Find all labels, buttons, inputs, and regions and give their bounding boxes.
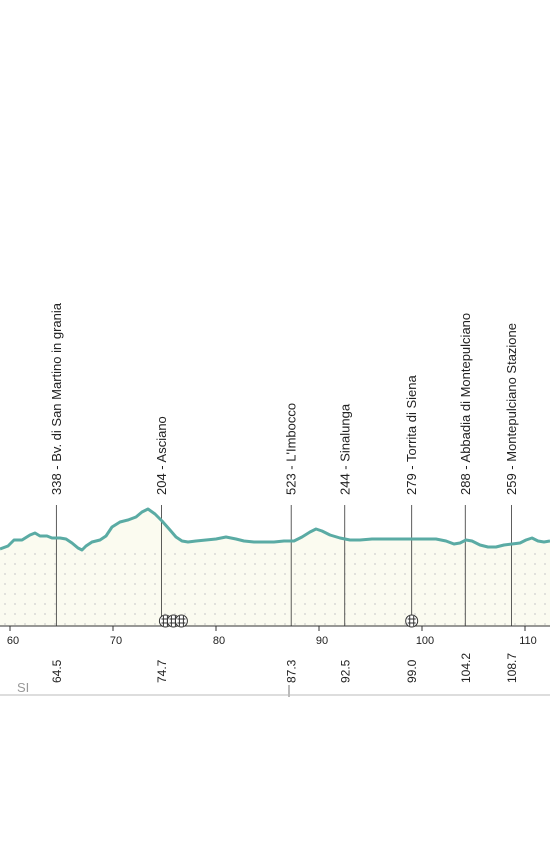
landmark-label: 244 - Sinalunga [337, 403, 352, 495]
landmark-label: 279 - Torrita di Siena [404, 375, 419, 495]
landmark-label: 523 - L'Imbocco [284, 403, 299, 495]
landmark-km: 64.5 [50, 659, 64, 683]
landmark-km: 92.5 [338, 659, 352, 683]
country-code: SI [17, 680, 29, 695]
landmark-km: 99.0 [405, 659, 419, 683]
axis-tick-label: 100 [416, 635, 434, 647]
marker-icons: S [158, 614, 419, 628]
landmark-km: 87.3 [285, 659, 299, 683]
landmark-labels: 338 - Bv. di San Martino in grania 64.5 20… [49, 302, 519, 683]
landmark-label: 288 - Abbadia di Montepulciano [458, 313, 473, 495]
axis-tick-label: 90 [316, 635, 328, 647]
axis-tick-label: 110 [519, 635, 537, 647]
km-axis-ticks: 60708090100110120130140150160 [7, 626, 537, 647]
landmark-label: 204 - Asciano [154, 416, 169, 495]
axis-tick-label: 70 [110, 635, 122, 647]
landmark-km: 108.7 [505, 653, 519, 683]
sterrato-sector-icon [158, 614, 188, 628]
landmark-km: 104.2 [459, 653, 473, 683]
landmark-label: 259 - Montepulciano Stazione [504, 323, 519, 495]
axis-tick-label: 60 [7, 635, 19, 647]
landmark-km: 74.7 [155, 659, 169, 683]
profile-dot-grid [0, 549, 550, 626]
landmark-markers [55, 505, 513, 626]
axis-tick-label: 80 [213, 635, 225, 647]
sterrato-sector-icon [405, 614, 419, 628]
landmark-label: 338 - Bv. di San Martino in grania [49, 302, 64, 495]
profile-line [0, 507, 550, 552]
